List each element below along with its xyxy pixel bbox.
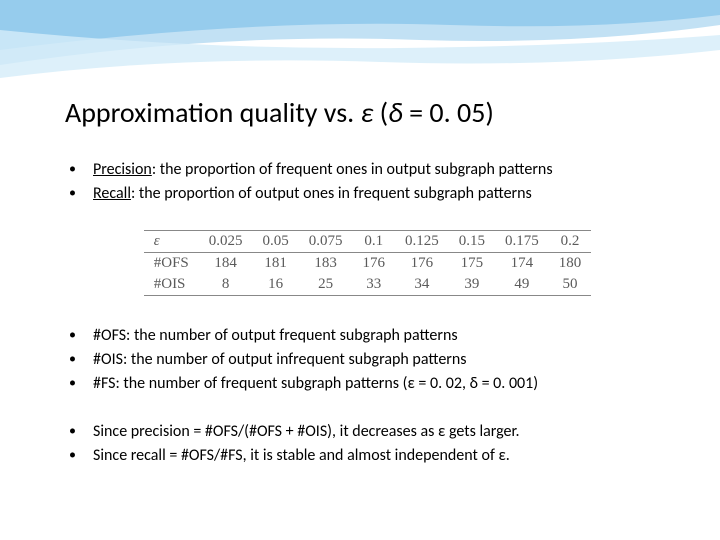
table-row-label: #OIS <box>144 274 199 296</box>
table-header-cell: 0.025 <box>199 231 253 253</box>
table-header-row: ε 0.025 0.05 0.075 0.1 0.125 0.15 0.175 … <box>144 231 592 253</box>
table-cell: 176 <box>353 253 396 275</box>
bullet-precision: Precision: the proportion of frequent on… <box>65 158 670 182</box>
table-row: #OIS 8 16 25 33 34 39 49 50 <box>144 274 592 296</box>
table-cell: 175 <box>449 253 495 275</box>
table-cell: 33 <box>353 274 396 296</box>
recall-text: : the proportion of output ones in frequ… <box>131 184 532 203</box>
table-cell: 16 <box>253 274 299 296</box>
table-header-cell: 0.175 <box>495 231 549 253</box>
recall-label: Recall <box>93 184 131 203</box>
definitions-list: Precision: the proportion of frequent on… <box>65 158 670 206</box>
table-row-label: #OFS <box>144 253 199 275</box>
results-table: ε 0.025 0.05 0.075 0.1 0.125 0.15 0.175 … <box>144 230 592 296</box>
bullet-recall: Recall: the proportion of output ones in… <box>65 182 670 206</box>
table-cell: 183 <box>299 253 353 275</box>
precision-text: : the proportion of frequent ones in out… <box>152 160 553 179</box>
precision-label: Precision <box>93 160 152 179</box>
table-cell: 176 <box>395 253 449 275</box>
table-cell: 174 <box>495 253 549 275</box>
table-cell: 181 <box>253 253 299 275</box>
table-cell: 34 <box>395 274 449 296</box>
table-header-label: ε <box>144 231 199 253</box>
table-header-cell: 0.05 <box>253 231 299 253</box>
table-header-cell: 0.1 <box>353 231 396 253</box>
table-row: #OFS 184 181 183 176 176 175 174 180 <box>144 253 592 275</box>
title-eq: = 0. 05) <box>403 95 494 130</box>
bullet-fs: #FS: the number of frequent subgraph pat… <box>65 372 670 396</box>
table-cell: 180 <box>549 253 592 275</box>
title-delta: δ <box>388 95 403 130</box>
bullet-conclusion-recall: Since recall = #OFS/#FS, it is stable an… <box>65 444 670 468</box>
slide-content: Approximation quality vs. ε (δ = 0. 05) … <box>0 0 720 512</box>
table-cell: 50 <box>549 274 592 296</box>
slide-title: Approximation quality vs. ε (δ = 0. 05) <box>65 95 670 130</box>
bullet-ofs: #OFS: the number of output frequent subg… <box>65 324 670 348</box>
table-cell: 25 <box>299 274 353 296</box>
bullet-conclusion-precision: Since precision = #OFS/(#OFS + #OIS), it… <box>65 420 670 444</box>
table-header-cell: 0.2 <box>549 231 592 253</box>
legend-list: #OFS: the number of output frequent subg… <box>65 324 670 396</box>
table-header-cell: 0.075 <box>299 231 353 253</box>
title-epsilon: ε <box>361 95 374 130</box>
table-cell: 49 <box>495 274 549 296</box>
table-header-cell: 0.15 <box>449 231 495 253</box>
table-cell: 184 <box>199 253 253 275</box>
table-cell: 8 <box>199 274 253 296</box>
title-suffix: ( <box>373 95 388 130</box>
table-header-cell: 0.125 <box>395 231 449 253</box>
table-cell: 39 <box>449 274 495 296</box>
bullet-ois: #OIS: the number of output infrequent su… <box>65 348 670 372</box>
title-prefix: Approximation quality vs. <box>65 95 361 130</box>
conclusions-list: Since precision = #OFS/(#OFS + #OIS), it… <box>65 420 670 468</box>
results-table-wrap: ε 0.025 0.05 0.075 0.1 0.125 0.15 0.175 … <box>65 230 670 296</box>
